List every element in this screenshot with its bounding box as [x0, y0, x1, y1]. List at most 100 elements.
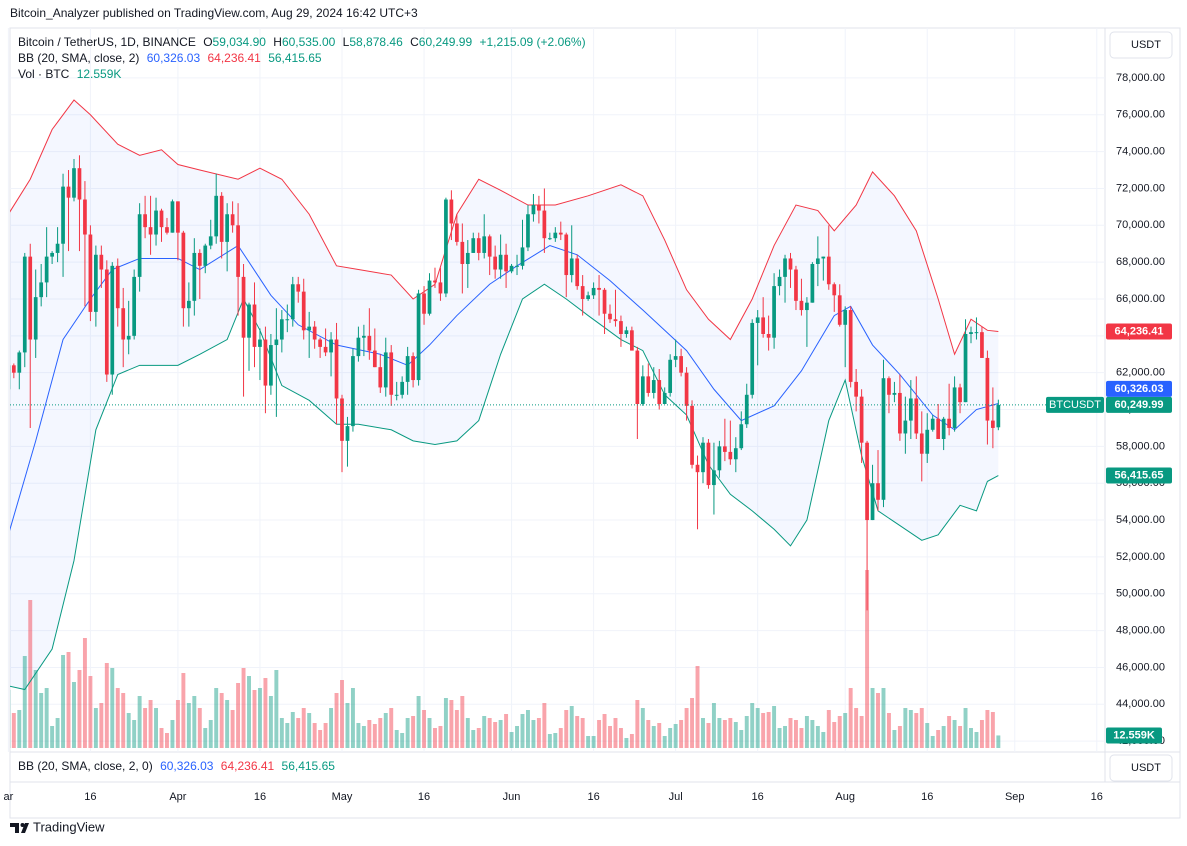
- currency-button[interactable]: [1109, 754, 1173, 782]
- candle: [329, 332, 333, 377]
- candle: [154, 197, 158, 246]
- symbol-tag-label: BTCUSDT: [1049, 399, 1101, 411]
- candle-body: [996, 404, 1001, 428]
- volume-bar: [454, 710, 459, 748]
- candle-body: [165, 227, 169, 233]
- volume-bar: [356, 723, 361, 748]
- candle-body: [701, 442, 705, 473]
- vol-value: 12.559K: [76, 67, 122, 81]
- candle-body: [991, 420, 995, 428]
- volume-bar: [257, 688, 262, 748]
- candle: [821, 256, 826, 281]
- candle: [334, 322, 339, 425]
- candle-body: [214, 195, 219, 237]
- change: +1,215.09 (+2.06%): [479, 35, 586, 49]
- candle: [553, 227, 558, 242]
- candle-body: [810, 263, 815, 303]
- candle-body: [77, 168, 82, 200]
- volume-bar: [471, 730, 476, 748]
- volume-bar: [640, 708, 645, 748]
- volume-bar: [487, 718, 492, 748]
- candle-body: [487, 236, 492, 257]
- volume-bar: [121, 693, 126, 748]
- candle-body: [668, 359, 673, 393]
- candle: [597, 275, 601, 316]
- currency[interactable]: USDT: [1131, 39, 1161, 51]
- candle-body: [608, 313, 612, 320]
- candle: [33, 269, 38, 358]
- volume-bar: [44, 688, 49, 748]
- candle-body: [427, 280, 432, 314]
- candle: [980, 326, 984, 358]
- candle: [646, 363, 651, 397]
- candle-body: [941, 418, 946, 440]
- volume-bar: [876, 693, 880, 748]
- candle-body: [197, 252, 202, 266]
- candle-body: [739, 424, 744, 449]
- volume-bar: [115, 688, 120, 748]
- currency[interactable]: USDT: [1131, 762, 1161, 774]
- candle-body: [236, 225, 240, 277]
- volume-bar: [219, 693, 224, 748]
- volume-bar: [744, 716, 749, 748]
- candle-body: [619, 321, 623, 334]
- volume-bar: [400, 733, 405, 748]
- candle: [991, 387, 995, 449]
- candle: [444, 197, 448, 298]
- candle-body: [263, 339, 268, 386]
- candle: [290, 276, 295, 327]
- candle: [121, 287, 126, 368]
- candle-body: [148, 227, 153, 235]
- volume-bar: [132, 720, 137, 748]
- candle: [274, 308, 279, 417]
- volume-bar: [214, 688, 219, 748]
- candle-body: [744, 394, 749, 425]
- candle: [301, 278, 306, 340]
- candle: [952, 376, 957, 432]
- candle-body: [444, 199, 448, 294]
- candle-body: [903, 420, 908, 434]
- volume-bar: [930, 736, 935, 748]
- candle: [487, 234, 492, 276]
- volume-bar: [624, 738, 629, 748]
- volume-bar: [476, 728, 481, 748]
- volume-bar: [93, 708, 98, 748]
- candle-body: [17, 352, 22, 373]
- candle-body: [783, 258, 787, 277]
- volume-bar: [274, 670, 279, 748]
- volume-bar: [651, 726, 656, 748]
- candle-body: [936, 418, 941, 440]
- volume-bar: [810, 720, 815, 748]
- candle-body: [919, 433, 924, 454]
- volume-bar: [821, 732, 826, 748]
- candle: [498, 234, 503, 279]
- candle: [372, 328, 377, 368]
- candle-body: [520, 247, 525, 266]
- candle: [668, 354, 673, 397]
- volume-bar: [591, 736, 596, 748]
- volume-bar: [422, 710, 427, 748]
- volume-bar: [203, 728, 208, 748]
- y-tick-label: 48,000.00: [1116, 625, 1165, 637]
- candle: [684, 367, 689, 421]
- candle: [805, 297, 809, 347]
- volume-bar: [679, 720, 684, 748]
- candle: [876, 450, 880, 511]
- candle: [783, 254, 787, 303]
- candle-body: [733, 448, 738, 460]
- volume-bar: [629, 734, 634, 748]
- candle-body: [908, 398, 913, 421]
- candle: [969, 326, 973, 344]
- candle: [460, 223, 465, 294]
- logo-mark: [10, 823, 29, 833]
- volume-bar: [427, 718, 432, 748]
- volume-bar: [165, 733, 169, 748]
- candle: [723, 418, 727, 462]
- candle: [558, 221, 563, 241]
- candle-body: [969, 332, 973, 334]
- candle-body: [881, 378, 886, 500]
- candle-body: [208, 236, 213, 246]
- volume-bar: [739, 730, 744, 748]
- currency-button[interactable]: [1109, 31, 1173, 59]
- candle-body: [673, 356, 678, 360]
